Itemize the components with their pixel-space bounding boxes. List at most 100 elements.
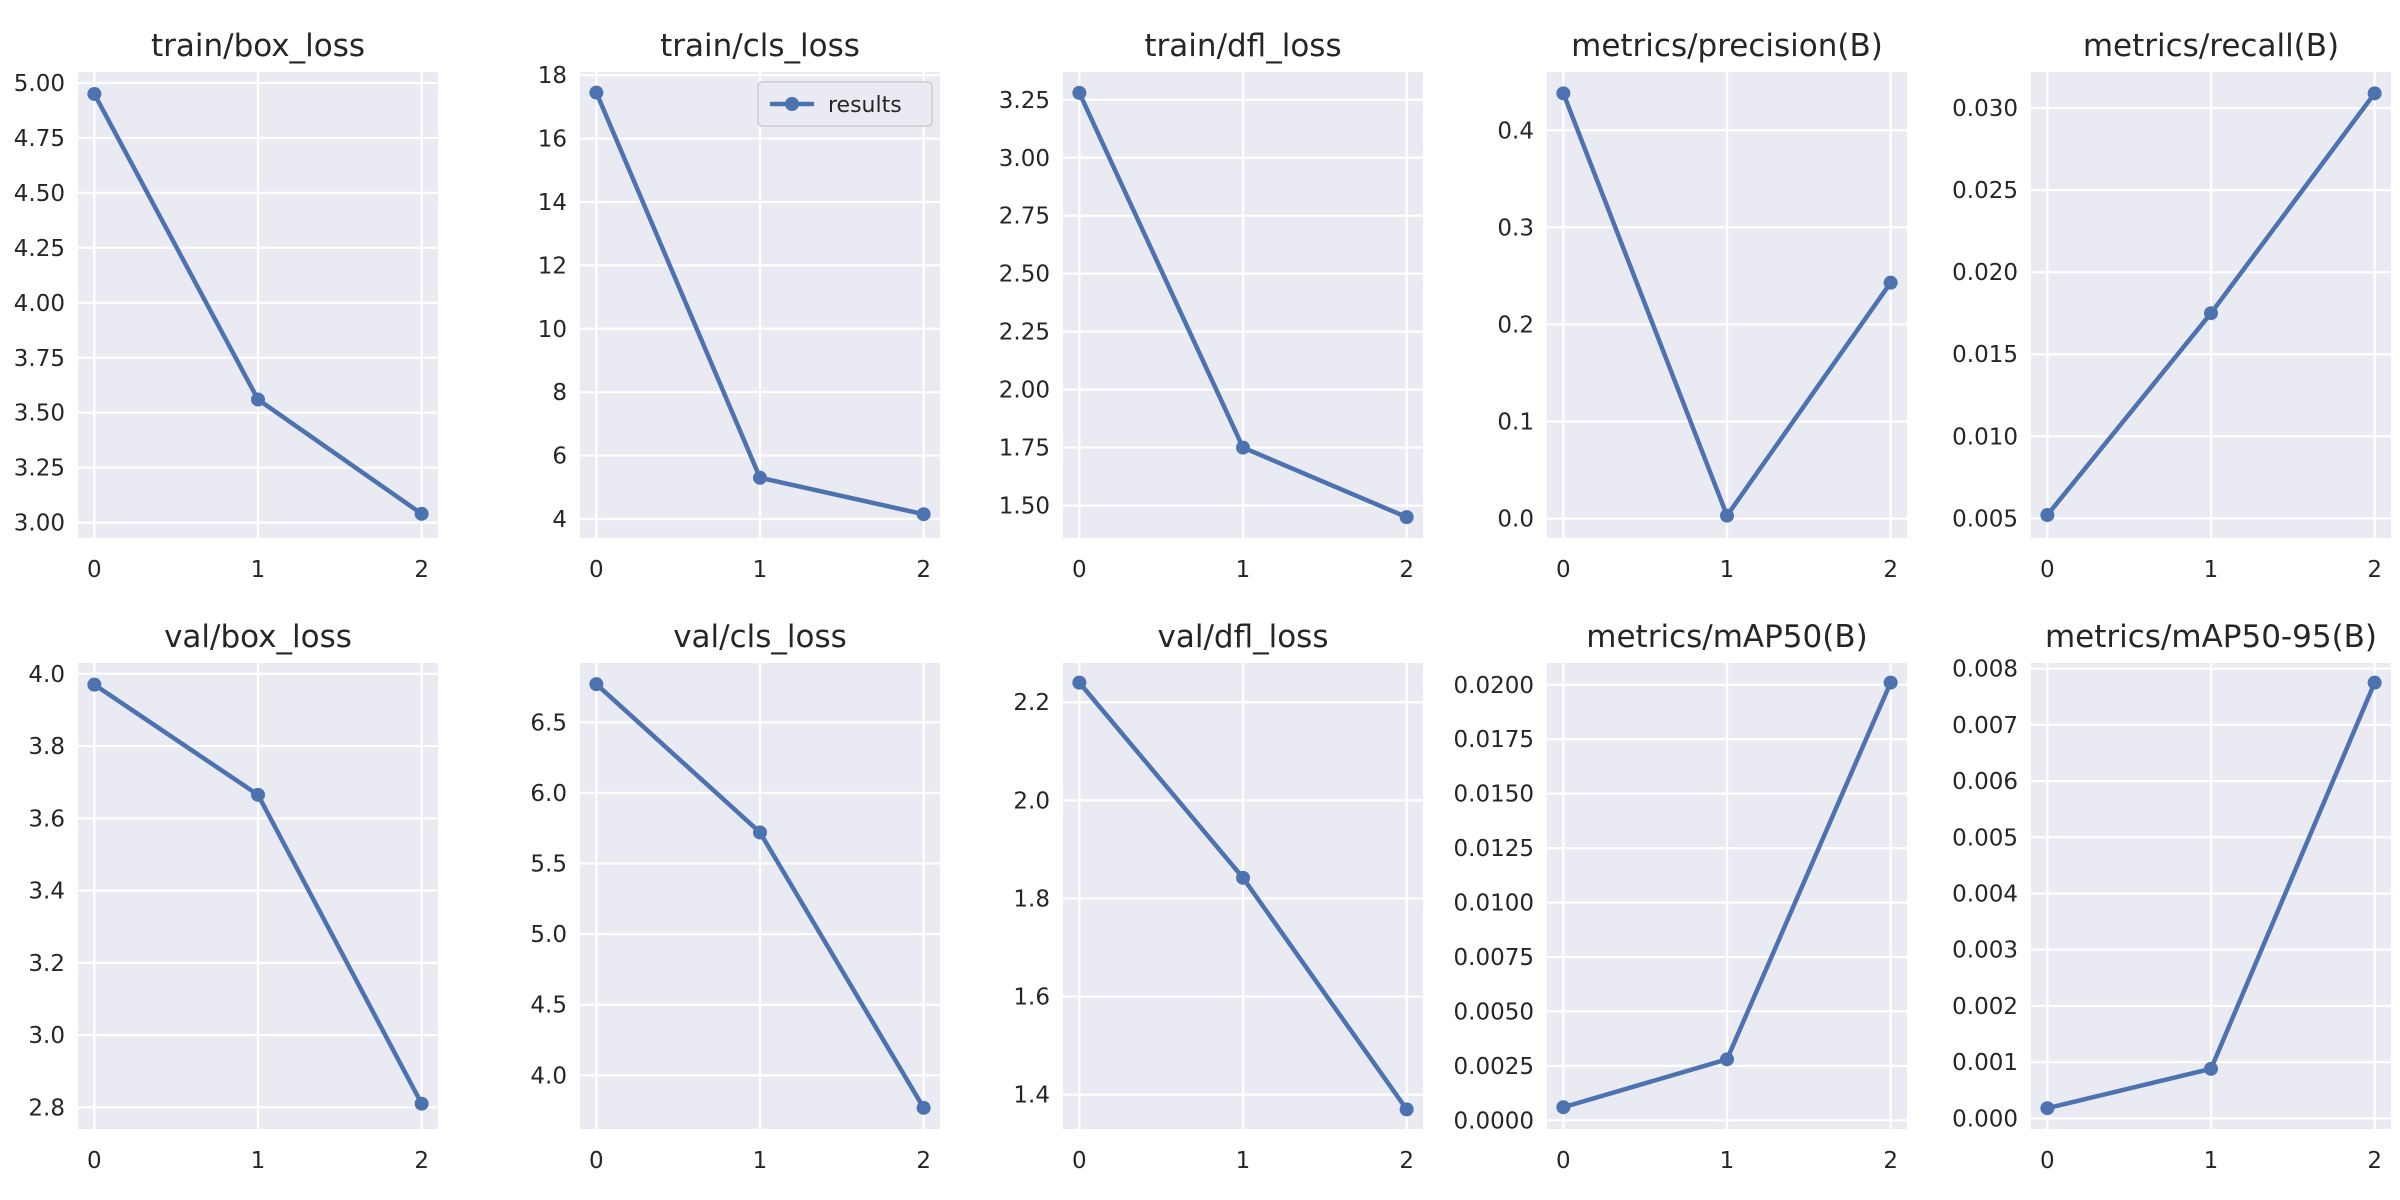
y-tick-label: 4.25 — [14, 236, 65, 262]
y-tick-label: 1.6 — [1013, 985, 1050, 1011]
y-tick-label: 1.4 — [1013, 1083, 1050, 1109]
data-point — [1556, 1100, 1571, 1115]
x-tick-label: 0 — [1556, 1148, 1571, 1174]
x-tick-label: 1 — [2204, 557, 2219, 583]
data-point — [1399, 510, 1414, 525]
x-tick-label: 0 — [2040, 557, 2055, 583]
legend-box — [757, 81, 933, 127]
y-tick-label: 0.0 — [1497, 507, 1534, 533]
y-tick-label: 3.8 — [28, 734, 65, 760]
chart-svg-6: val/cls_loss 0 1 2 4.0 4.5 5.0 5.5 6.0 6.5 — [530, 619, 940, 1174]
y-tick-label: 14 — [538, 190, 567, 216]
data-point — [916, 507, 931, 522]
x-tick-label: 1 — [1720, 1148, 1735, 1174]
x-tick-label: 2 — [414, 1148, 429, 1174]
x-tick-label: 0 — [1556, 557, 1571, 583]
y-tick-label: 3.6 — [28, 806, 65, 832]
data-point — [1720, 1052, 1734, 1067]
x-tick-label: 0 — [589, 557, 604, 583]
y-tick-label: 3.00 — [14, 511, 65, 537]
y-tick-label: 0.0125 — [1454, 836, 1534, 862]
chart-title: val/box_loss — [164, 619, 352, 655]
y-tick-label: 10 — [538, 317, 567, 343]
y-tick-label: 4.0 — [530, 1063, 567, 1089]
y-tick-label: 0.0200 — [1454, 673, 1534, 699]
x-tick-label: 2 — [1883, 557, 1898, 583]
chart-panel-5: val/box_loss 0 1 2 2.8 3.0 3.2 3.4 3.6 3.8 4.0 — [0, 591, 438, 1191]
y-tick-label: 0.0150 — [1454, 782, 1534, 808]
y-tick-label: 0.0000 — [1454, 1108, 1534, 1134]
y-tick-label: 0.000 — [1952, 1106, 2018, 1132]
y-tick-label: 0.005 — [1952, 506, 2018, 532]
x-tick-label: 1 — [251, 557, 266, 583]
y-tick-label: 0.3 — [1497, 215, 1534, 241]
y-tick-label: 0.005 — [1952, 825, 2018, 851]
y-tick-label: 0.0175 — [1454, 727, 1534, 753]
y-tick-label: 5.5 — [530, 852, 567, 878]
y-tick-label: 1.75 — [999, 436, 1050, 462]
y-tick-label: 1.8 — [1013, 886, 1050, 912]
chart-svg-8: metrics/mAP50(B) 0 1 2 0.0000 0.0025 0.0050 0.0… — [1454, 619, 1907, 1174]
y-tick-label: 4.50 — [14, 181, 65, 207]
x-tick-label: 2 — [2367, 1148, 2382, 1174]
chart-title: val/dfl_loss — [1158, 619, 1329, 655]
x-tick-label: 2 — [1399, 1148, 1414, 1174]
y-tick-label: 0.002 — [1952, 994, 2018, 1020]
x-tick-label: 2 — [1399, 557, 1414, 583]
data-point — [87, 86, 102, 101]
data-point — [916, 1100, 931, 1115]
data-point — [2367, 675, 2382, 690]
data-point — [1399, 1102, 1414, 1117]
x-tick-label: 2 — [916, 557, 931, 583]
y-tick-label: 0.004 — [1952, 881, 2018, 907]
chart-panel-3: metrics/precision(B) 0 1 2 0.0 0.1 0.2 0.3 0.4 — [1407, 0, 1907, 600]
x-tick-label: 2 — [2367, 557, 2382, 583]
y-tick-label: 12 — [538, 253, 567, 279]
chart-title: metrics/precision(B) — [1571, 28, 1883, 64]
data-point — [1883, 675, 1898, 690]
y-tick-label: 2.0 — [1013, 788, 1050, 814]
data-point — [251, 787, 265, 802]
legend-point-marker — [785, 97, 799, 111]
data-point — [2204, 306, 2218, 321]
data-point — [1072, 85, 1087, 100]
data-point — [2204, 1061, 2218, 1076]
y-tick-label: 0.1 — [1497, 410, 1534, 436]
data-point — [753, 470, 767, 485]
x-tick-label: 1 — [1720, 557, 1735, 583]
y-tick-label: 2.8 — [28, 1095, 65, 1121]
chart-svg-9: metrics/mAP50-95(B) 0 1 2 0.000 0.001 0.002 0.0… — [1952, 619, 2391, 1174]
x-tick-label: 1 — [753, 1148, 768, 1174]
y-tick-label: 5.0 — [530, 922, 567, 948]
chart-panel-9: metrics/mAP50-95(B) 0 1 2 0.000 0.001 0.002 0.0… — [1891, 591, 2391, 1191]
data-point — [251, 392, 265, 407]
data-point — [589, 85, 604, 100]
y-tick-label: 4.75 — [14, 126, 65, 152]
y-tick-label: 6 — [552, 444, 567, 470]
chart-svg-2: train/dfl_loss 0 1 2 1.50 1.75 2.00 2.25 2.50 2.7… — [999, 28, 1423, 583]
chart-svg-3: metrics/precision(B) 0 1 2 0.0 0.1 0.2 0.3 0.4 — [1497, 28, 1907, 583]
y-tick-label: 0.007 — [1952, 713, 2018, 739]
y-tick-label: 3.4 — [28, 879, 65, 905]
y-tick-label: 3.25 — [999, 88, 1050, 114]
legend-label: results — [828, 93, 902, 118]
chart-svg-5: val/box_loss 0 1 2 2.8 3.0 3.2 3.4 3.6 3.8 4.0 — [28, 619, 438, 1174]
y-tick-label: 3.2 — [28, 951, 65, 977]
y-tick-label: 2.25 — [999, 320, 1050, 346]
y-tick-label: 1.50 — [999, 494, 1050, 520]
chart-panel-8: metrics/mAP50(B) 0 1 2 0.0000 0.0025 0.0050 0.0… — [1407, 591, 1907, 1191]
y-tick-label: 0.0075 — [1454, 945, 1534, 971]
y-tick-label: 2.00 — [999, 378, 1050, 404]
data-point — [414, 506, 429, 521]
chart-svg-7: val/dfl_loss 0 1 2 1.4 1.6 1.8 2.0 2.2 — [1013, 619, 1423, 1174]
chart-panel-4: metrics/recall(B) 0 1 2 0.005 0.010 0.015 0.020… — [1891, 0, 2391, 600]
y-tick-label: 0.003 — [1952, 938, 2018, 964]
x-tick-label: 0 — [87, 557, 102, 583]
data-point — [2040, 1101, 2055, 1116]
data-point — [1236, 440, 1250, 455]
x-tick-label: 0 — [1072, 1148, 1087, 1174]
chart-title: train/dfl_loss — [1144, 28, 1341, 64]
legend: results — [757, 81, 933, 127]
x-tick-label: 0 — [2040, 1148, 2055, 1174]
y-tick-label: 0.2 — [1497, 312, 1534, 338]
